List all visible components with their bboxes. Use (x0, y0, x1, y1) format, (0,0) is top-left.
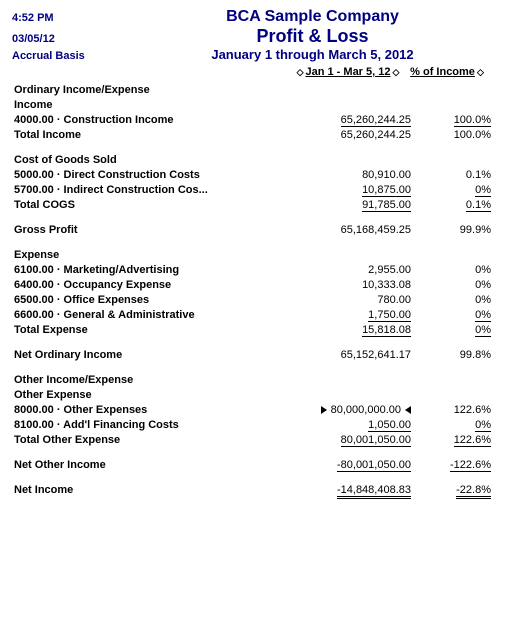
row-other-expense-header: Other Expense (12, 387, 493, 402)
row-net-income: Net Income -14,848,408.83 -22.8% (12, 482, 493, 497)
triangle-left-icon (405, 406, 411, 414)
row-cogs-header: Cost of Goods Sold (12, 152, 493, 167)
triangle-right-icon (321, 406, 327, 414)
row-direct-costs: 5000.00 · Direct Construction Costs 80,9… (12, 167, 493, 182)
report-basis: Accrual Basis (12, 50, 132, 62)
row-marketing: 6100.00 · Marketing/Advertising 2,955.00… (12, 262, 493, 277)
diamond-icon: ◇ (295, 67, 306, 78)
row-expense-header: Expense (12, 247, 493, 262)
diamond-icon: ◇ (475, 67, 486, 78)
row-construction-income: 4000.00 · Construction Income 65,260,244… (12, 112, 493, 127)
column-header-percent[interactable]: % of Income◇ (403, 66, 493, 78)
report-title: Profit & Loss (132, 26, 493, 47)
report-period: January 1 through March 5, 2012 (132, 47, 493, 62)
row-office: 6500.00 · Office Expenses 780.00 0% (12, 292, 493, 307)
row-gross-profit: Gross Profit 65,168,459.25 99.9% (12, 222, 493, 237)
row-other-ie-header: Other Income/Expense (12, 372, 493, 387)
row-addl-financing: 8100.00 · Add'l Financing Costs 1,050.00… (12, 417, 493, 432)
row-total-income: Total Income 65,260,244.25 100.0% (12, 127, 493, 142)
row-occupancy: 6400.00 · Occupancy Expense 10,333.08 0% (12, 277, 493, 292)
row-total-other-expense: Total Other Expense 80,001,050.00 122.6% (12, 432, 493, 447)
row-other-expenses: 8000.00 · Other Expenses 80,000,000.00 1… (12, 402, 493, 417)
row-income-header: Income (12, 97, 493, 112)
row-indirect-costs: 5700.00 · Indirect Construction Cos... 1… (12, 182, 493, 197)
row-total-cogs: Total COGS 91,785.00 0.1% (12, 197, 493, 212)
row-net-other-income: Net Other Income -80,001,050.00 -122.6% (12, 457, 493, 472)
row-total-expense: Total Expense 15,818.08 0% (12, 322, 493, 337)
diamond-icon: ◇ (391, 67, 402, 78)
profit-loss-table: Ordinary Income/Expense Income 4000.00 ·… (12, 82, 493, 497)
row-net-ordinary: Net Ordinary Income 65,152,641.17 99.8% (12, 347, 493, 362)
column-header-amount[interactable]: ◇Jan 1 - Mar 5, 12◇ (293, 66, 403, 78)
report-date: 03/05/12 (12, 33, 132, 45)
report-time: 4:52 PM (12, 12, 132, 24)
row-ordinary-header: Ordinary Income/Expense (12, 82, 493, 97)
row-general: 6600.00 · General & Administrative 1,750… (12, 307, 493, 322)
company-name: BCA Sample Company (132, 8, 493, 26)
